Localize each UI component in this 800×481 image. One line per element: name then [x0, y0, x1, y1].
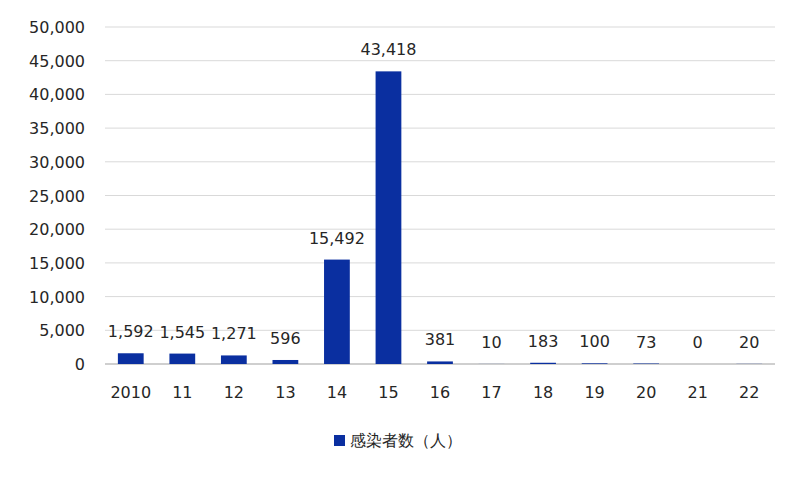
- y-tick-label: 0: [75, 355, 85, 374]
- y-tick-label: 30,000: [29, 153, 85, 172]
- x-tick-label: 22: [739, 383, 759, 402]
- x-tick-label: 13: [275, 383, 295, 402]
- grid-line: [105, 60, 775, 61]
- data-label: 1,545: [159, 323, 205, 342]
- data-label: 596: [270, 329, 301, 348]
- data-label: 1,592: [108, 322, 154, 341]
- x-tick-label: 14: [327, 383, 347, 402]
- bar: [221, 355, 247, 364]
- grid-line: [105, 94, 775, 95]
- data-label: 381: [425, 330, 456, 349]
- y-tick-label: 40,000: [29, 85, 85, 104]
- data-label: 15,492: [309, 229, 365, 248]
- data-label: 0: [693, 333, 703, 352]
- x-tick-label: 2010: [110, 383, 151, 402]
- y-tick-label: 5,000: [39, 321, 85, 340]
- x-tick-label: 16: [430, 383, 450, 402]
- y-tick-label: 15,000: [29, 254, 85, 273]
- data-label: 1,271: [211, 324, 257, 343]
- x-tick-label: 15: [378, 383, 398, 402]
- data-label: 183: [528, 332, 559, 351]
- x-tick-label: 12: [224, 383, 244, 402]
- chart: 0 5,000 10,000 15,000 20,000 25,000 30,000 35,0…: [0, 0, 800, 481]
- bar: [118, 353, 144, 364]
- bar: [376, 71, 402, 364]
- y-tick-label: 50,000: [29, 18, 85, 37]
- bar: [427, 361, 453, 364]
- legend-swatch: [334, 435, 345, 446]
- data-label: 100: [579, 332, 610, 351]
- grid-line: [105, 229, 775, 230]
- y-tick-label: 45,000: [29, 52, 85, 71]
- data-label: 43,418: [360, 40, 416, 59]
- grid-line: [105, 128, 775, 129]
- y-tick-label: 35,000: [29, 119, 85, 138]
- legend: 感染者数（人）: [334, 431, 462, 450]
- x-tick-label: 18: [533, 383, 553, 402]
- grid-line: [105, 161, 775, 162]
- data-label: 10: [481, 333, 501, 352]
- x-tick-label: 19: [584, 383, 604, 402]
- grid-line: [105, 27, 775, 28]
- bars: [118, 71, 762, 364]
- x-tick-label: 17: [481, 383, 501, 402]
- y-tick-label: 10,000: [29, 288, 85, 307]
- bar: [582, 363, 608, 364]
- data-label: 73: [636, 333, 656, 352]
- data-label: 20: [739, 333, 759, 352]
- grid-line: [105, 195, 775, 196]
- grid-line: [105, 262, 775, 263]
- x-tick-label: 11: [172, 383, 192, 402]
- bar: [633, 363, 659, 364]
- bar: [479, 363, 505, 364]
- bar: [736, 363, 762, 364]
- y-tick-label: 20,000: [29, 220, 85, 239]
- legend-label: 感染者数（人）: [350, 431, 462, 450]
- x-tick-label: 21: [688, 383, 708, 402]
- bar: [324, 260, 350, 364]
- bar: [273, 360, 299, 364]
- x-tick-label: 20: [636, 383, 656, 402]
- grid-line: [105, 296, 775, 297]
- bar: [169, 354, 195, 364]
- bar: [530, 363, 556, 364]
- y-tick-label: 25,000: [29, 187, 85, 206]
- bar: [685, 364, 711, 365]
